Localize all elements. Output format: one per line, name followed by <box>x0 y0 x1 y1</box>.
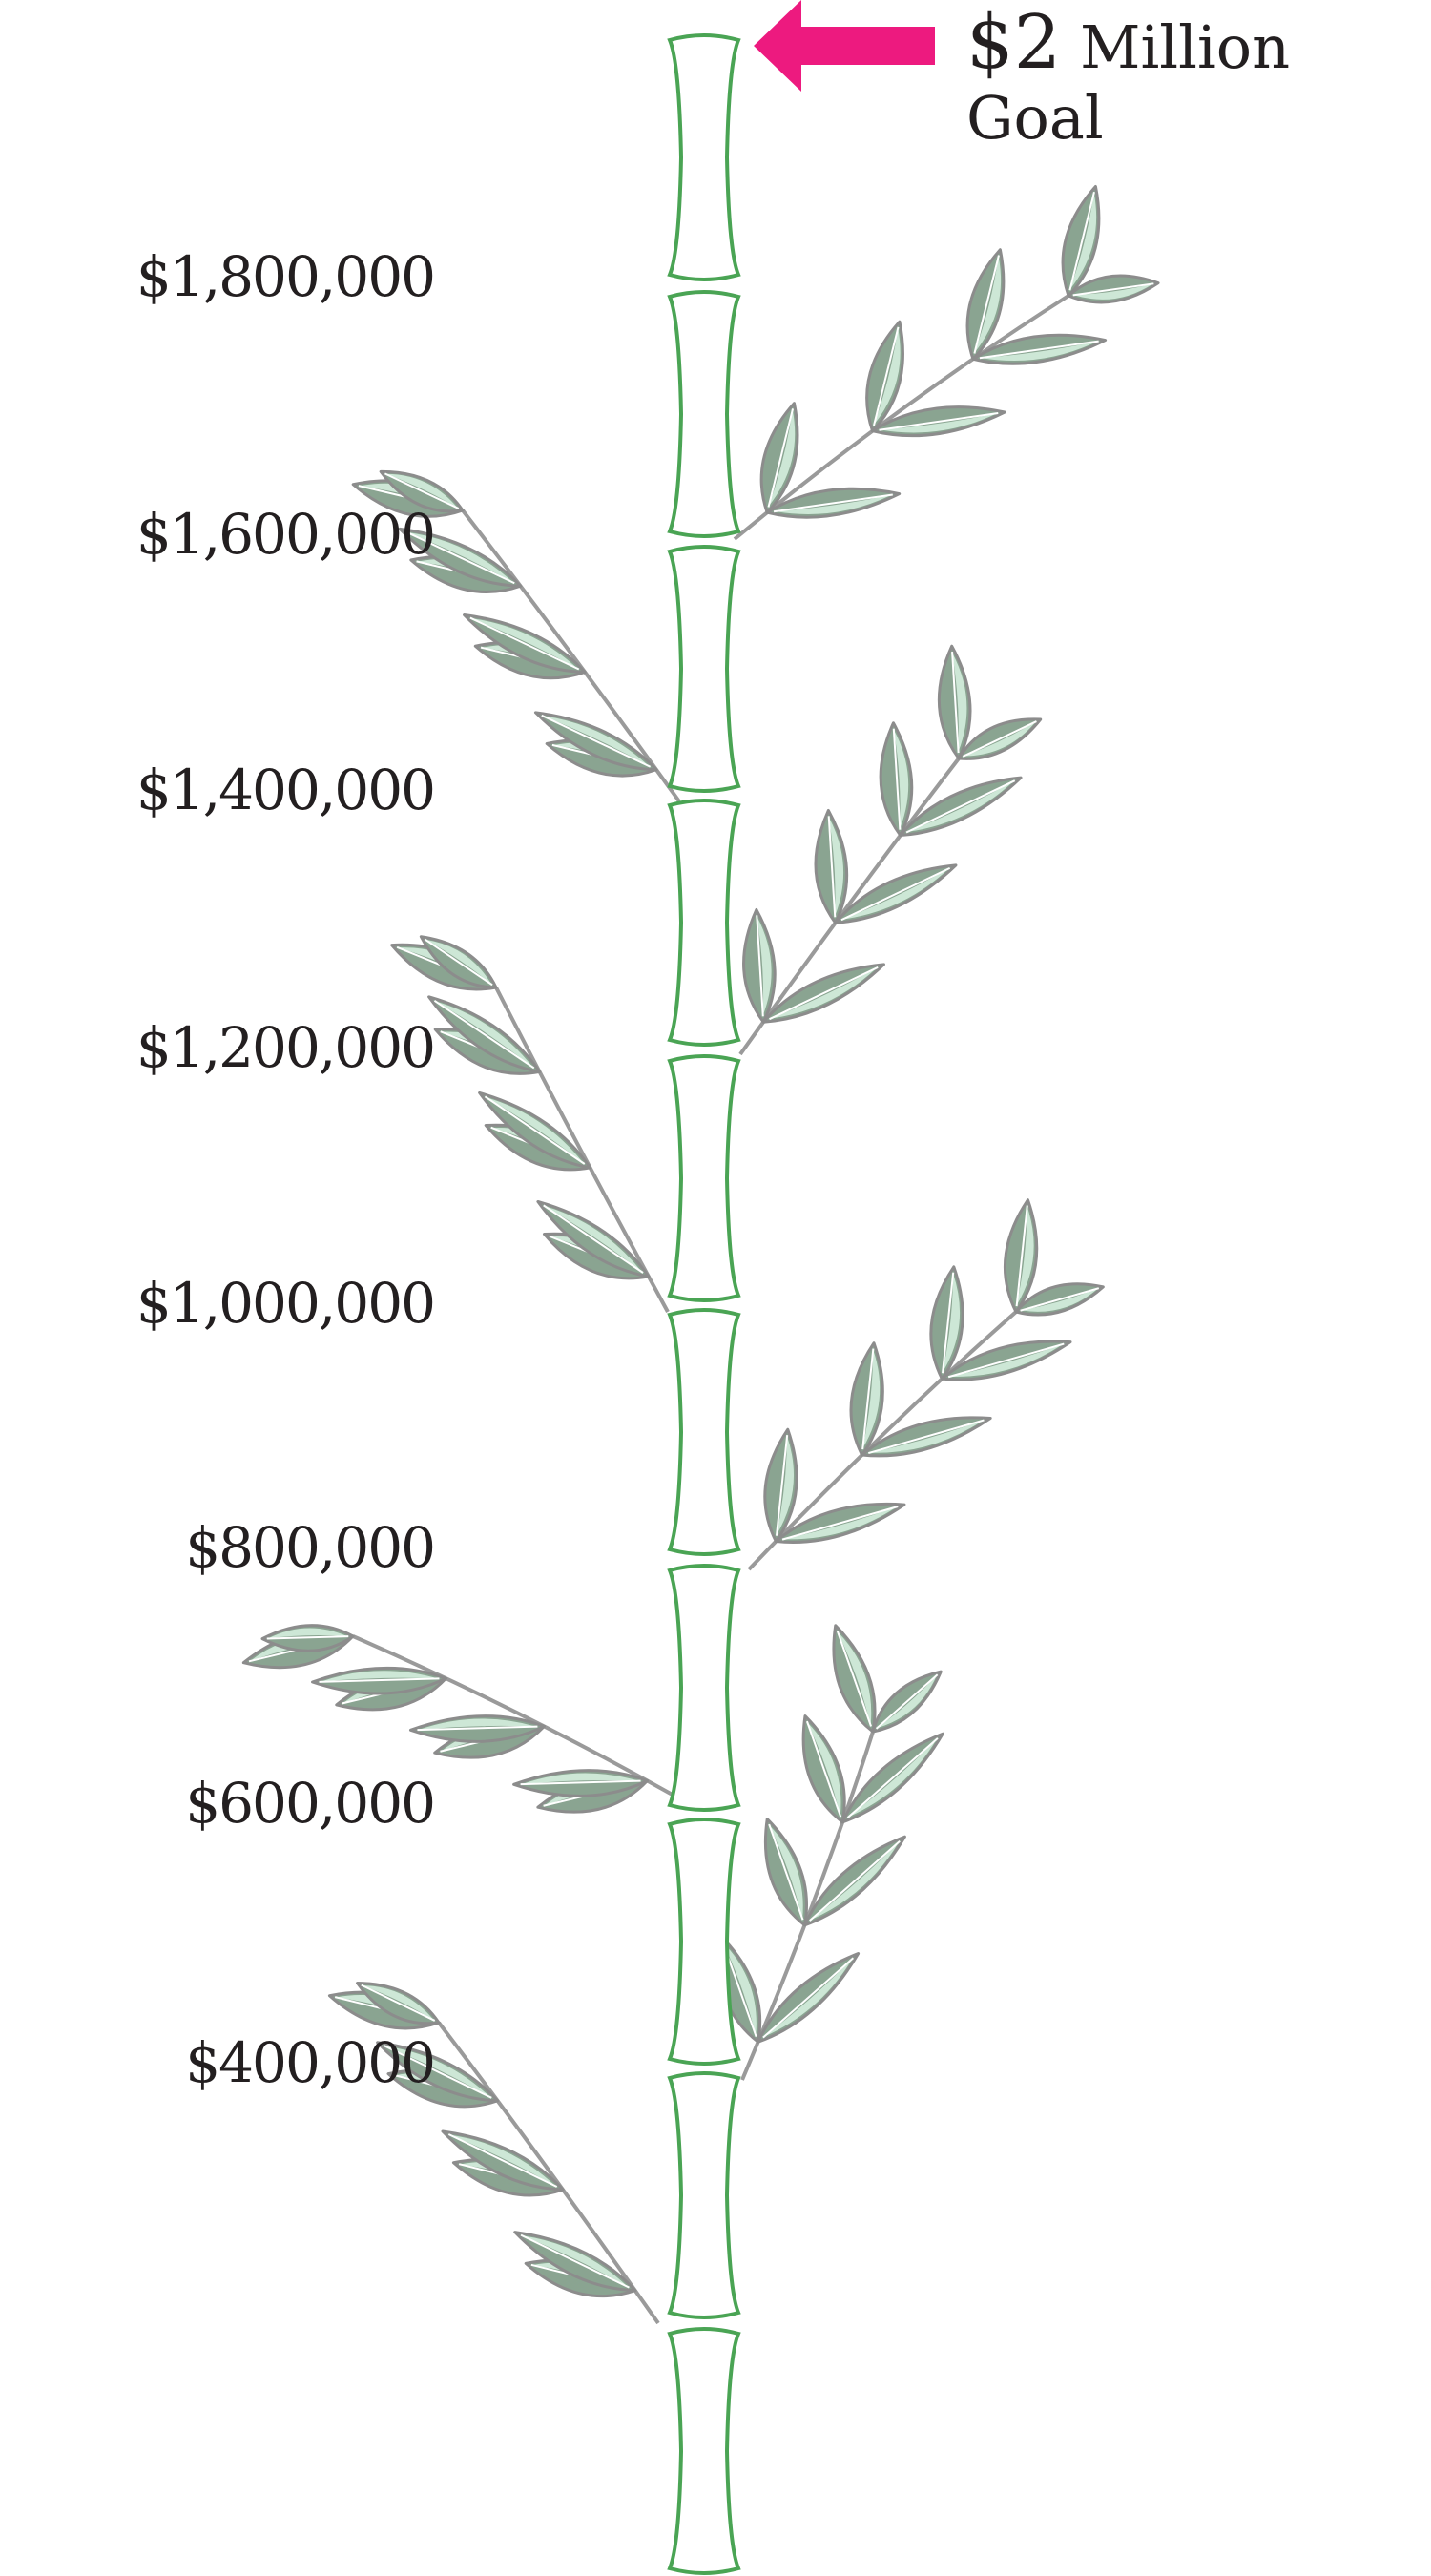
leaf <box>379 469 465 513</box>
leaf <box>441 2129 565 2192</box>
leaf <box>1061 184 1101 298</box>
leaf <box>1014 1282 1105 1317</box>
bamboo-segment <box>667 290 741 538</box>
leaf <box>419 935 498 989</box>
scale-label-800000: $800,000 <box>185 1515 436 1580</box>
bamboo-segment <box>667 2327 741 2575</box>
goal-amount: $2 <box>966 0 1062 86</box>
scale-label-400000: $400,000 <box>185 2030 436 2095</box>
bamboo-stalk-icon <box>667 33 741 2575</box>
branch-stem <box>352 1634 680 1800</box>
bamboo-segment <box>667 545 741 793</box>
leaf <box>742 907 777 1024</box>
leaf <box>879 721 914 838</box>
goal-arrow-icon <box>754 0 935 92</box>
bamboo-segment <box>667 1818 741 2066</box>
bamboo-branch <box>733 184 1160 541</box>
leaf <box>832 1624 877 1734</box>
scale-label-1200000: $1,200,000 <box>135 1015 436 1080</box>
leaf <box>536 1199 651 1278</box>
branch-stem <box>738 757 961 1056</box>
branch-stem <box>494 987 670 1313</box>
bamboo-segment <box>667 1054 741 1302</box>
leaf <box>260 1624 355 1652</box>
bamboo-branch <box>738 644 1043 1056</box>
bamboo-segment <box>667 2071 741 2319</box>
leaf <box>1067 274 1160 304</box>
bamboo-branch <box>351 469 681 803</box>
leaf <box>861 1416 992 1458</box>
leaf <box>761 963 885 1024</box>
leaf <box>759 402 799 514</box>
branch-stem <box>747 1310 1018 1571</box>
bamboo-segment <box>667 799 741 1047</box>
leaf <box>937 644 972 760</box>
leaf <box>763 1427 798 1544</box>
leaf <box>408 1714 546 1743</box>
scale-label-1400000: $1,400,000 <box>135 758 436 822</box>
leaf <box>971 333 1108 365</box>
leaf <box>427 995 542 1073</box>
leaf <box>801 1714 846 1824</box>
leaf <box>763 1818 809 1927</box>
leaf <box>774 1502 906 1544</box>
leaf <box>311 1666 447 1695</box>
leaf <box>849 1341 884 1457</box>
leaf <box>802 1835 906 1927</box>
leaf <box>940 1340 1072 1381</box>
branch-stem <box>437 2021 660 2325</box>
leaf <box>463 613 587 674</box>
leaf <box>356 1982 441 2025</box>
leaf <box>965 248 1006 361</box>
bamboo-branch <box>717 1624 944 2081</box>
leaf <box>398 527 523 588</box>
scale-label-1000000: $1,000,000 <box>135 1271 436 1336</box>
bamboo-branch <box>327 1982 660 2325</box>
leaf <box>840 1732 944 1824</box>
leaf <box>957 717 1043 760</box>
leaf <box>899 776 1023 838</box>
scale-label-1600000: $1,600,000 <box>135 502 436 567</box>
scale-label-600000: $600,000 <box>185 1771 436 1836</box>
branch-stem <box>461 509 681 803</box>
leaf <box>513 2231 637 2293</box>
bamboo-branch <box>241 1624 680 1814</box>
leaf <box>865 320 904 433</box>
goal-line2: Goal <box>966 83 1104 153</box>
leaf <box>871 1670 943 1734</box>
leaf <box>814 808 849 924</box>
branch-stem <box>733 294 1070 541</box>
leaf <box>929 1265 964 1381</box>
leaf <box>533 711 658 772</box>
bamboo-branch <box>390 935 670 1313</box>
leaf <box>376 2041 500 2103</box>
goal-label: $2 Million Goal <box>966 6 1291 154</box>
leaf <box>871 405 1006 438</box>
goal-word: Million <box>1079 12 1291 82</box>
leaf <box>834 863 958 924</box>
leaf <box>512 1769 650 1797</box>
bamboo-segment <box>667 1564 741 1812</box>
leaf <box>757 1952 861 2044</box>
bamboo-branch <box>747 1198 1105 1571</box>
leaf <box>765 487 902 519</box>
bamboo-segment <box>667 33 741 281</box>
bamboo-segment <box>667 1308 741 1556</box>
scale-label-1800000: $1,800,000 <box>135 244 436 309</box>
leaf <box>478 1091 592 1170</box>
leaf <box>1003 1198 1039 1314</box>
branch-group <box>241 184 1160 2325</box>
